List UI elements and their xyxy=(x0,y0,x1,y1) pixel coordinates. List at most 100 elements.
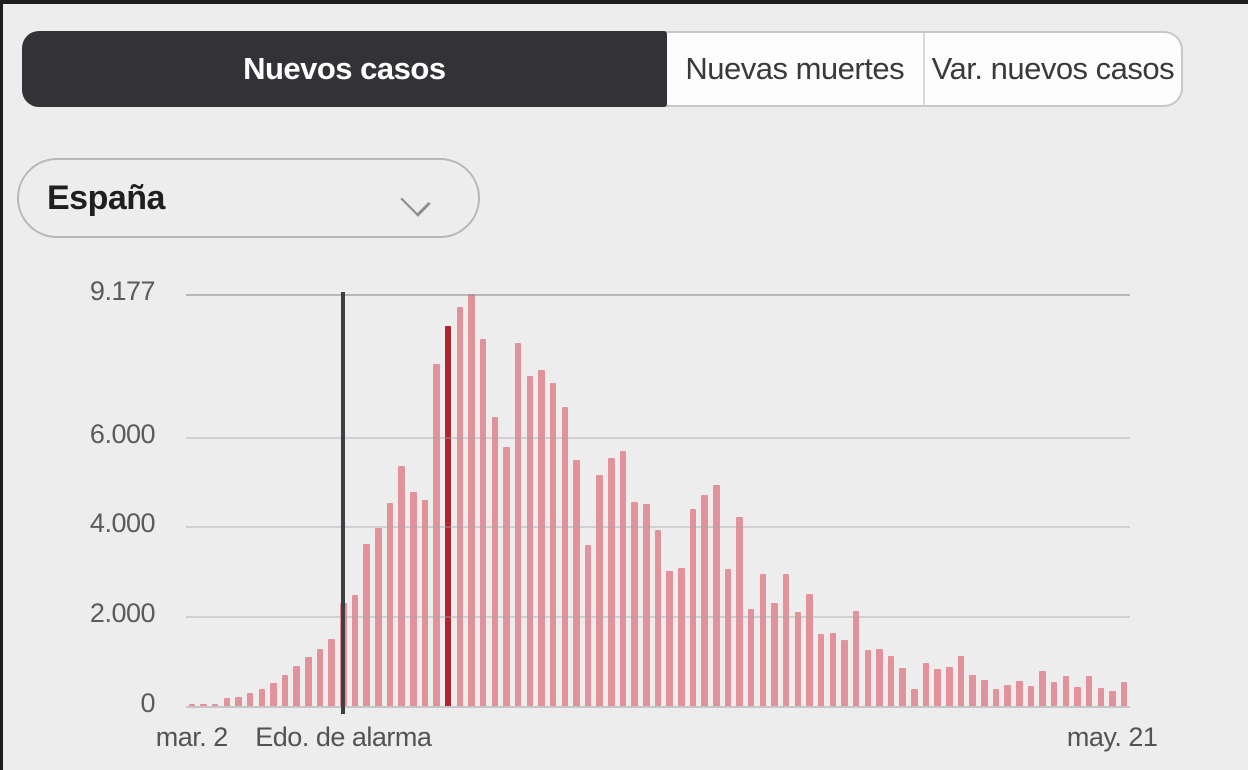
state-of-alarm-marker-line xyxy=(341,292,346,714)
annotation-label: Edo. de alarma xyxy=(255,722,432,752)
bar[interactable] xyxy=(981,679,988,706)
bar[interactable] xyxy=(410,492,417,706)
bar[interactable] xyxy=(246,692,254,706)
bar[interactable] xyxy=(957,655,965,706)
gridline-9177 xyxy=(186,294,1130,296)
bar[interactable] xyxy=(806,594,813,706)
bar[interactable] xyxy=(1050,682,1058,706)
bar[interactable] xyxy=(678,568,685,706)
bar[interactable] xyxy=(992,689,1000,706)
bar[interactable] xyxy=(549,382,557,706)
bar[interactable] xyxy=(258,689,265,706)
bar[interactable] xyxy=(433,363,440,706)
bar[interactable] xyxy=(631,502,638,706)
bar[interactable] xyxy=(456,306,464,706)
bar[interactable] xyxy=(281,675,289,706)
tab-var-nuevos-casos[interactable]: Var. nuevos casos xyxy=(922,33,1181,105)
bar[interactable] xyxy=(794,612,802,706)
bar[interactable] xyxy=(211,703,219,706)
bar[interactable] xyxy=(736,517,743,706)
y-tick-label: 2.000 xyxy=(89,598,156,629)
bar[interactable] xyxy=(864,649,872,706)
bar[interactable] xyxy=(386,503,394,706)
bar[interactable] xyxy=(911,688,918,706)
bar[interactable] xyxy=(1074,687,1081,706)
bar[interactable] xyxy=(1085,676,1093,706)
bar[interactable] xyxy=(200,703,207,706)
bar[interactable] xyxy=(398,465,405,706)
x-tick-end: may. 21 xyxy=(1066,722,1158,752)
region-dropdown[interactable]: España xyxy=(17,158,480,238)
bar[interactable] xyxy=(305,656,312,706)
bar[interactable] xyxy=(1062,676,1070,706)
bar[interactable] xyxy=(561,407,568,706)
bar-highlighted[interactable] xyxy=(444,326,452,706)
bar[interactable] xyxy=(852,610,860,706)
tab-nuevos-casos[interactable]: Nuevos casos xyxy=(22,31,667,107)
bar[interactable] xyxy=(887,655,895,706)
bar[interactable] xyxy=(759,574,767,706)
bar[interactable] xyxy=(922,662,930,706)
bar[interactable] xyxy=(771,602,778,706)
bar[interactable] xyxy=(619,451,627,706)
bar[interactable] xyxy=(223,697,231,706)
region-dropdown-value: España xyxy=(47,178,165,217)
bar[interactable] xyxy=(817,633,825,706)
bar[interactable] xyxy=(899,667,906,706)
bar[interactable] xyxy=(1004,685,1011,706)
bar[interactable] xyxy=(643,504,650,706)
bar[interactable] xyxy=(1039,671,1046,706)
bar[interactable] xyxy=(782,573,790,706)
bar[interactable] xyxy=(841,639,848,706)
y-tick-label: 4.000 xyxy=(89,508,156,539)
bar[interactable] xyxy=(747,608,755,706)
bar[interactable] xyxy=(689,509,697,706)
bar[interactable] xyxy=(1120,681,1128,706)
bar[interactable] xyxy=(328,639,335,706)
bar[interactable] xyxy=(351,594,359,706)
bar[interactable] xyxy=(713,485,720,706)
bar[interactable] xyxy=(316,648,324,706)
metric-tab-bar: Nuevos casos Nuevas muertes Var. nuevos … xyxy=(22,31,1183,107)
bar[interactable] xyxy=(293,665,300,706)
bar[interactable] xyxy=(188,704,196,706)
screen-edge-top xyxy=(0,0,1248,4)
bar[interactable] xyxy=(235,696,242,706)
gridline-2000 xyxy=(186,616,1130,619)
bar[interactable] xyxy=(724,569,732,706)
bar[interactable] xyxy=(270,683,277,706)
bar[interactable] xyxy=(468,294,475,706)
bar[interactable] xyxy=(526,376,534,706)
bar[interactable] xyxy=(584,544,592,706)
bar[interactable] xyxy=(363,544,370,706)
bar[interactable] xyxy=(596,474,603,706)
bar[interactable] xyxy=(666,571,673,706)
tab-nuevas-muertes[interactable]: Nuevas muertes xyxy=(685,51,905,86)
bar[interactable] xyxy=(1016,681,1023,706)
chart-plot-area xyxy=(186,292,1130,714)
bar[interactable] xyxy=(538,369,545,706)
bar[interactable] xyxy=(479,339,487,706)
bar[interactable] xyxy=(608,458,615,706)
bar[interactable] xyxy=(946,666,953,706)
bar[interactable] xyxy=(1109,690,1116,706)
bar[interactable] xyxy=(1097,688,1105,706)
bar[interactable] xyxy=(1027,686,1035,706)
bar[interactable] xyxy=(654,530,662,706)
bar[interactable] xyxy=(491,416,499,706)
bar[interactable] xyxy=(375,527,382,706)
bar[interactable] xyxy=(421,500,429,706)
bar[interactable] xyxy=(573,459,580,706)
gridline-4000 xyxy=(186,526,1130,529)
y-tick-label: 9.177 xyxy=(89,276,156,307)
bar[interactable] xyxy=(503,446,510,706)
bar[interactable] xyxy=(969,674,976,706)
bar[interactable] xyxy=(876,649,883,706)
bar[interactable] xyxy=(514,343,522,706)
bar[interactable] xyxy=(701,494,708,706)
bar[interactable] xyxy=(934,668,941,706)
bar[interactable] xyxy=(829,632,837,706)
gridline-0 xyxy=(186,706,1130,708)
